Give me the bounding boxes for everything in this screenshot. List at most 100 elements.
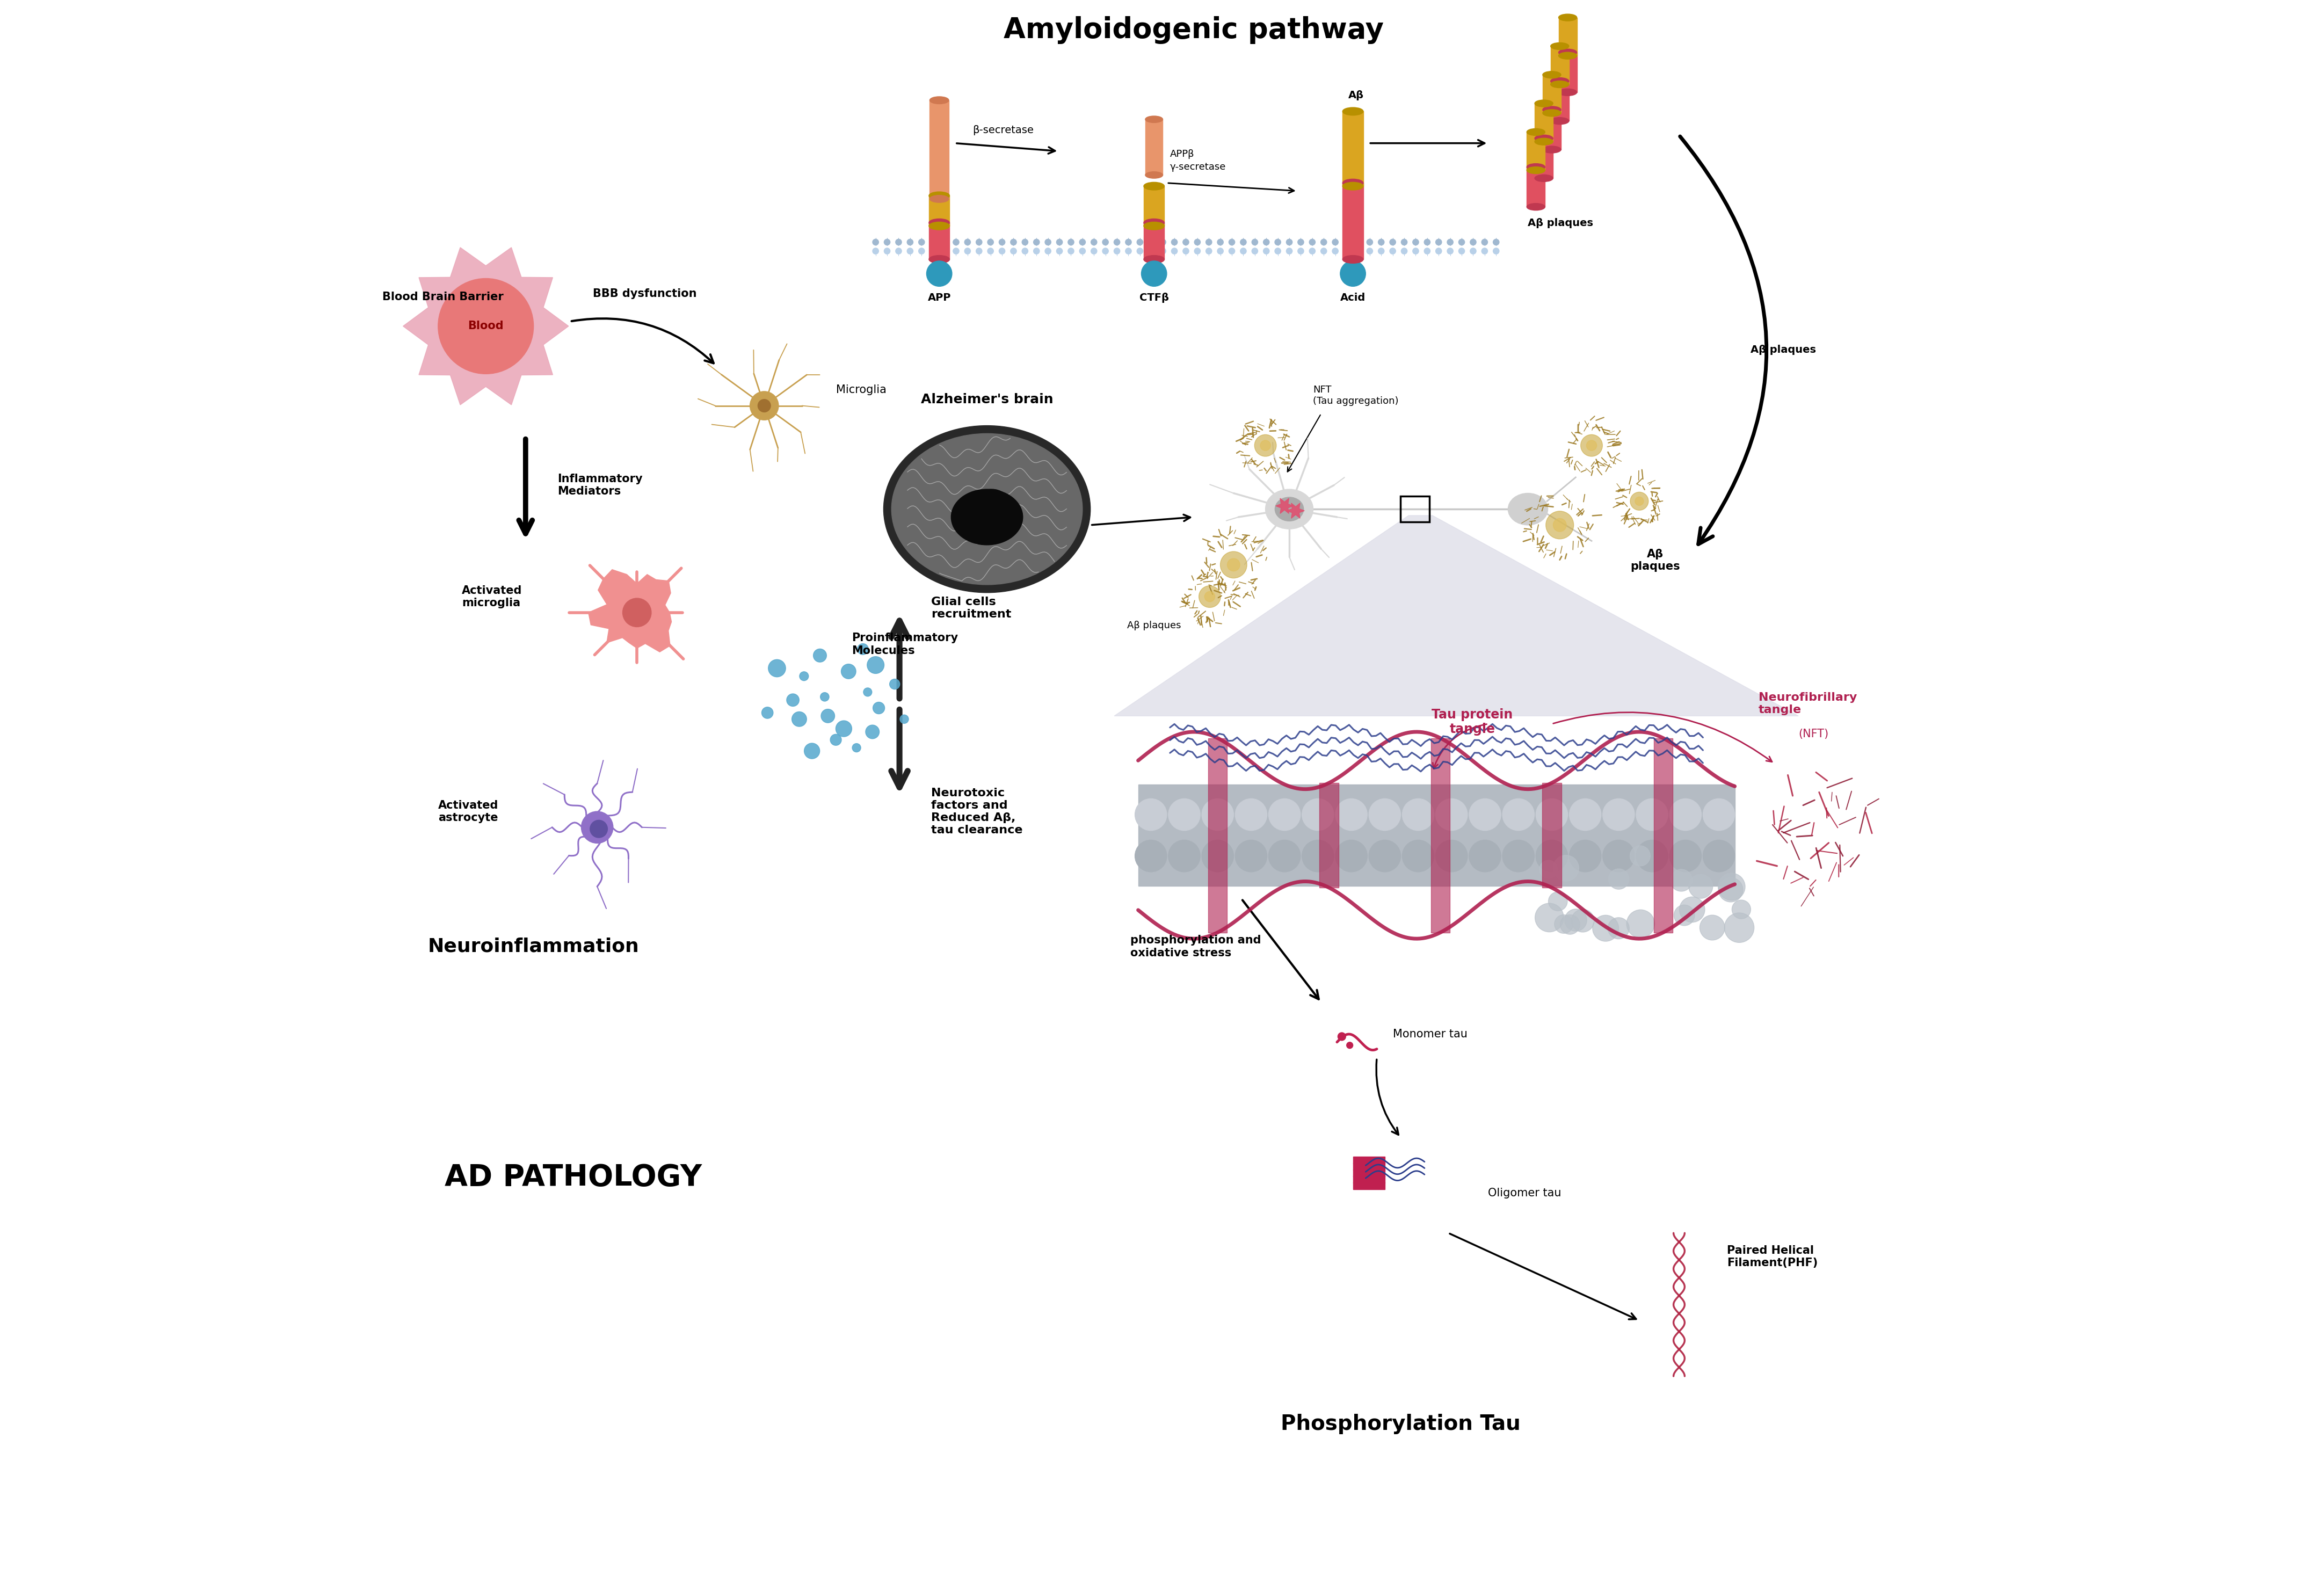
- Circle shape: [1448, 239, 1452, 245]
- Ellipse shape: [930, 193, 951, 199]
- Circle shape: [581, 811, 614, 843]
- Text: Aβ plaques: Aβ plaques: [1750, 345, 1815, 355]
- Ellipse shape: [1527, 167, 1545, 173]
- Text: Monomer tau: Monomer tau: [1392, 1029, 1466, 1039]
- Ellipse shape: [1543, 146, 1562, 153]
- Text: Activated
astrocyte: Activated astrocyte: [439, 800, 497, 823]
- Bar: [1208, 738, 1227, 932]
- Circle shape: [1195, 239, 1202, 245]
- Circle shape: [890, 679, 899, 689]
- Text: Oligomer tau: Oligomer tau: [1487, 1188, 1562, 1198]
- Bar: [1139, 784, 1734, 886]
- Ellipse shape: [1143, 183, 1164, 189]
- Circle shape: [1011, 248, 1016, 255]
- Bar: [1543, 783, 1562, 888]
- Circle shape: [1378, 248, 1385, 255]
- Circle shape: [1425, 248, 1429, 255]
- Ellipse shape: [1527, 129, 1545, 135]
- Circle shape: [1448, 248, 1452, 255]
- Text: phosphorylation and
oxidative stress: phosphorylation and oxidative stress: [1129, 936, 1262, 958]
- Circle shape: [918, 239, 925, 245]
- Bar: [1432, 738, 1450, 932]
- Ellipse shape: [1276, 496, 1304, 522]
- Circle shape: [858, 644, 869, 654]
- Bar: [1343, 111, 1364, 186]
- Circle shape: [1629, 492, 1648, 511]
- Circle shape: [1260, 441, 1271, 450]
- Text: (NFT): (NFT): [1799, 729, 1829, 740]
- Ellipse shape: [1534, 175, 1552, 181]
- Text: BBB dysfunction: BBB dysfunction: [593, 288, 697, 299]
- Bar: [1143, 223, 1164, 259]
- Circle shape: [927, 261, 953, 286]
- Circle shape: [1536, 904, 1564, 932]
- Circle shape: [1629, 846, 1650, 866]
- Text: Aβ plaques: Aβ plaques: [1527, 218, 1594, 228]
- Bar: [1353, 1169, 1385, 1176]
- Circle shape: [1669, 840, 1701, 872]
- Ellipse shape: [1550, 43, 1569, 49]
- Circle shape: [1206, 248, 1211, 255]
- Circle shape: [1343, 239, 1350, 245]
- Circle shape: [899, 714, 909, 724]
- Circle shape: [813, 649, 827, 662]
- Circle shape: [1604, 799, 1634, 831]
- Text: Alzheimer's brain: Alzheimer's brain: [920, 393, 1053, 406]
- Circle shape: [1253, 248, 1257, 255]
- Bar: [1559, 18, 1578, 56]
- Circle shape: [1206, 239, 1211, 245]
- Circle shape: [1134, 840, 1167, 872]
- Circle shape: [1264, 239, 1269, 245]
- Circle shape: [1538, 861, 1557, 878]
- Circle shape: [906, 248, 913, 255]
- Text: CTFβ: CTFβ: [1139, 293, 1169, 302]
- Circle shape: [1069, 248, 1074, 255]
- Circle shape: [1034, 248, 1039, 255]
- Circle shape: [1571, 910, 1594, 932]
- Circle shape: [1436, 799, 1466, 831]
- Circle shape: [1536, 840, 1569, 872]
- Circle shape: [853, 743, 860, 753]
- Circle shape: [1469, 840, 1501, 872]
- Circle shape: [1090, 248, 1097, 255]
- Circle shape: [1580, 434, 1604, 457]
- Circle shape: [999, 239, 1004, 245]
- Circle shape: [769, 660, 786, 676]
- Circle shape: [1731, 901, 1750, 918]
- Ellipse shape: [1143, 223, 1164, 229]
- Circle shape: [1113, 248, 1120, 255]
- Text: Glial cells
recruitment: Glial cells recruitment: [932, 597, 1011, 620]
- Bar: [930, 100, 948, 199]
- Ellipse shape: [1550, 78, 1569, 84]
- Circle shape: [1046, 239, 1050, 245]
- Ellipse shape: [1559, 49, 1578, 56]
- Circle shape: [820, 710, 834, 722]
- Circle shape: [1160, 248, 1167, 255]
- Circle shape: [623, 598, 651, 627]
- Ellipse shape: [1343, 108, 1364, 115]
- Text: Activated
microglia: Activated microglia: [462, 585, 523, 608]
- Circle shape: [1276, 239, 1281, 245]
- Circle shape: [1057, 239, 1062, 245]
- Circle shape: [1545, 511, 1573, 539]
- Circle shape: [1125, 248, 1132, 255]
- Circle shape: [1369, 840, 1401, 872]
- Circle shape: [1046, 248, 1050, 255]
- Ellipse shape: [1343, 183, 1364, 189]
- Bar: [1527, 132, 1545, 170]
- Circle shape: [874, 702, 885, 714]
- Circle shape: [1183, 248, 1190, 255]
- Circle shape: [1320, 239, 1327, 245]
- Circle shape: [1148, 239, 1155, 245]
- Circle shape: [895, 239, 902, 245]
- Circle shape: [1401, 248, 1408, 255]
- Circle shape: [976, 248, 983, 255]
- Circle shape: [1390, 248, 1397, 255]
- Bar: [1146, 119, 1162, 175]
- Circle shape: [1229, 239, 1234, 245]
- Ellipse shape: [1527, 204, 1545, 210]
- Circle shape: [1202, 799, 1234, 831]
- Circle shape: [1227, 558, 1241, 571]
- Circle shape: [883, 239, 890, 245]
- Circle shape: [918, 248, 925, 255]
